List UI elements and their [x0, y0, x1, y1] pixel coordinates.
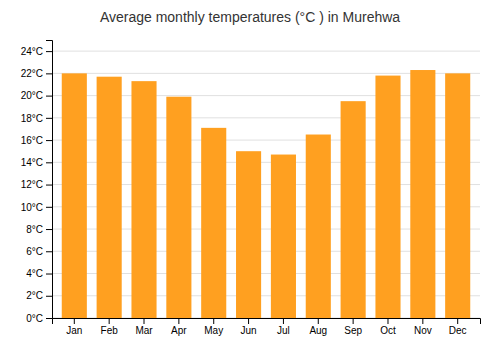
bar	[341, 101, 366, 318]
y-tick-mark	[46, 296, 52, 297]
plot: 0°C 2°C 4°C 6°C 8°C 10°C 12°C 14°C 16°C 18°C 20°C 2…	[21, 41, 481, 337]
x-tick: Jan	[66, 318, 82, 336]
y-tick-label: 4°C	[26, 268, 43, 279]
y-tick: 10°C	[21, 202, 52, 213]
y-tick-label: 16°C	[21, 135, 43, 146]
x-tick-label: Feb	[101, 325, 119, 336]
x-tick: Oct	[380, 318, 396, 336]
x-tick: Aug	[309, 318, 327, 336]
y-tick-label: 6°C	[26, 246, 43, 257]
y-tick-mark	[46, 140, 52, 141]
y-tick-label: 18°C	[21, 113, 43, 124]
x-tick: Feb	[101, 318, 119, 336]
x-tick-mark	[248, 318, 249, 324]
y-tick-label: 20°C	[21, 90, 43, 101]
x-tick-label: May	[204, 325, 223, 336]
bar	[410, 70, 435, 318]
x-tick-label: Mar	[135, 325, 153, 336]
x-tick-mark	[353, 318, 354, 324]
y-axis: 0°C 2°C 4°C 6°C 8°C 10°C 12°C 14°C 16°C 18°C 20°C 2…	[21, 41, 53, 324]
x-tick: Jun	[241, 318, 257, 336]
x-tick-mark	[422, 318, 423, 324]
x-tick: Sep	[344, 318, 362, 336]
bar	[201, 128, 226, 318]
y-tick-mark	[46, 73, 52, 74]
y-tick: 24°C	[21, 46, 52, 57]
y-tick-mark	[46, 96, 52, 97]
x-tick-mark	[109, 318, 110, 324]
bar	[271, 155, 296, 318]
x-tick: Jul	[277, 318, 290, 336]
bar	[375, 76, 400, 318]
bar	[131, 81, 156, 318]
x-tick: Dec	[449, 318, 467, 336]
bar	[236, 151, 261, 318]
x-tick: Apr	[171, 318, 187, 336]
y-tick: 22°C	[21, 68, 52, 79]
x-tick-mark	[318, 318, 319, 324]
y-tick-label: 10°C	[21, 202, 43, 213]
chart: 0°C 2°C 4°C 6°C 8°C 10°C 12°C 14°C 16°C 18°C 20°C 2…	[0, 0, 500, 350]
y-axis-line	[46, 41, 53, 319]
y-tick-mark	[46, 118, 52, 119]
x-tick-label: Nov	[414, 325, 432, 336]
x-tick: May	[204, 318, 223, 336]
y-tick-mark	[46, 162, 52, 163]
y-tick-label: 12°C	[21, 179, 43, 190]
x-axis-line	[53, 319, 481, 325]
grid-line	[52, 51, 480, 52]
y-tick: 6°C	[26, 246, 52, 257]
bar	[97, 77, 122, 318]
y-tick: 2°C	[26, 290, 52, 301]
y-tick-mark	[46, 229, 52, 230]
y-tick-mark	[46, 274, 52, 275]
y-tick: 14°C	[21, 157, 52, 168]
y-tick-label: 2°C	[26, 290, 43, 301]
x-tick-label: Jul	[277, 325, 290, 336]
y-tick: 4°C	[26, 268, 52, 279]
y-tick-label: 8°C	[26, 224, 43, 235]
y-tick-label: 0°C	[26, 313, 43, 324]
title: Average monthly temperatures (°C ) in Mu…	[100, 9, 400, 25]
bar	[62, 73, 87, 318]
x-tick-mark	[213, 318, 214, 324]
x-tick: Mar	[135, 318, 153, 336]
x-tick-mark	[144, 318, 145, 324]
y-tick-mark	[46, 318, 52, 319]
x-tick-label: Aug	[309, 325, 327, 336]
y-tick-label: 22°C	[21, 68, 43, 79]
x-axis: Jan Feb Mar Apr May Jun Jul Aug Sep Oct Nov Dec	[53, 318, 481, 336]
y-tick-mark	[46, 207, 52, 208]
y-tick: 12°C	[21, 179, 52, 190]
x-tick-label: Jan	[66, 325, 82, 336]
y-tick-mark	[46, 251, 52, 252]
x-tick-label: Dec	[449, 325, 467, 336]
x-tick-mark	[387, 318, 388, 324]
y-tick-mark	[46, 185, 52, 186]
grid	[52, 51, 480, 318]
x-tick-label: Sep	[344, 325, 362, 336]
x-tick-mark	[457, 318, 458, 324]
y-tick: 16°C	[21, 135, 52, 146]
y-tick-mark	[46, 51, 52, 52]
x-tick: Nov	[414, 318, 432, 336]
bars	[62, 70, 470, 318]
y-tick: 18°C	[21, 113, 52, 124]
x-tick-mark	[178, 318, 179, 324]
bar	[166, 97, 191, 318]
y-tick: 8°C	[26, 224, 52, 235]
x-tick-mark	[283, 318, 284, 324]
x-tick-label: Jun	[241, 325, 257, 336]
x-tick-mark	[74, 318, 75, 324]
x-tick-label: Apr	[171, 325, 187, 336]
bar	[306, 135, 331, 318]
y-tick-label: 14°C	[21, 157, 43, 168]
y-tick: 0°C	[26, 313, 52, 324]
bar	[445, 73, 470, 318]
y-tick: 20°C	[21, 90, 52, 101]
y-tick-label: 24°C	[21, 46, 43, 57]
x-tick-label: Oct	[380, 325, 396, 336]
